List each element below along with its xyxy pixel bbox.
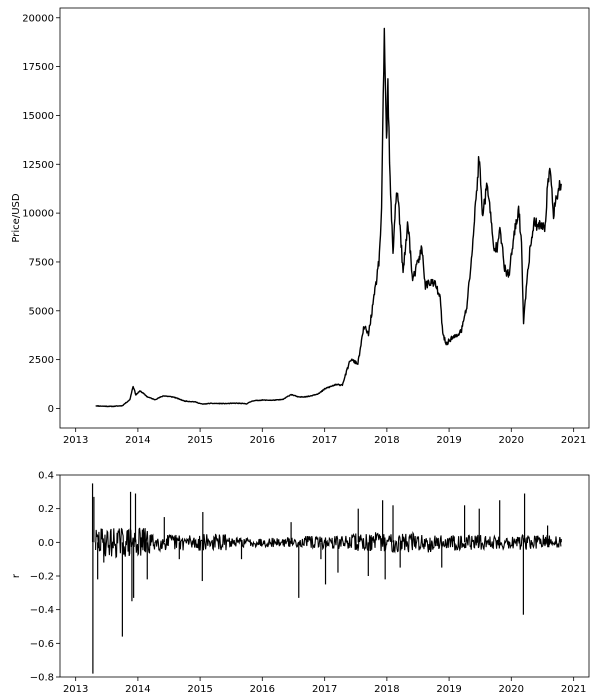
y-tick-label: 0 xyxy=(48,404,54,415)
plot-frame xyxy=(59,7,590,429)
y-tick-label: 12500 xyxy=(22,160,54,171)
x-tick-label: 2015 xyxy=(187,684,212,693)
x-tick-label: 2016 xyxy=(250,435,275,446)
returns-series-band xyxy=(95,527,562,559)
returns-chart: 0.4 0.2 0.0 −0.2 −0.4 −0.6 −0.8 2013 2014 2015 201… xyxy=(11,471,590,693)
x-tick-label: 2021 xyxy=(561,435,586,446)
x-tick-label: 2021 xyxy=(561,684,586,693)
y-tick-label: 15000 xyxy=(22,111,54,122)
x-tick-label: 2013 xyxy=(63,435,88,446)
y-axis-label: r xyxy=(11,573,22,578)
y-tick-label: 0.0 xyxy=(38,538,54,549)
x-tick-label: 2019 xyxy=(436,435,461,446)
x-tick-label: 2015 xyxy=(187,435,212,446)
y-axis-label: Price/USD xyxy=(11,193,22,242)
y-tick-label: −0.6 xyxy=(30,639,54,650)
x-tick-label: 2020 xyxy=(499,684,524,693)
x-tick-label: 2013 xyxy=(63,684,88,693)
y-tick-label: 17500 xyxy=(22,62,54,73)
x-tick-label: 2018 xyxy=(374,435,399,446)
price-series-line xyxy=(95,27,562,408)
x-tick-label: 2019 xyxy=(436,684,461,693)
y-tick-label: −0.2 xyxy=(30,572,54,583)
y-tick-label: 20000 xyxy=(22,13,54,24)
x-tick-label: 2017 xyxy=(312,684,337,693)
plot-frame xyxy=(59,474,590,678)
y-tick-label: 5000 xyxy=(29,306,54,317)
x-tick-label: 2017 xyxy=(312,435,337,446)
y-tick-label: −0.4 xyxy=(30,605,54,616)
y-tick-label: 0.4 xyxy=(38,471,54,482)
y-tick-label: 2500 xyxy=(29,355,54,366)
y-tick-label: −0.8 xyxy=(30,673,54,684)
x-tick-label: 2020 xyxy=(499,435,524,446)
price-chart: 0 2500 5000 7500 10000 12500 15000 17500 20000 20… xyxy=(11,7,590,446)
x-tick-label: 2018 xyxy=(374,684,399,693)
y-tick-label: 10000 xyxy=(22,209,54,220)
y-tick-label: 0.2 xyxy=(38,504,54,515)
x-tick-label: 2014 xyxy=(125,684,150,693)
x-tick-label: 2014 xyxy=(125,435,150,446)
y-tick-label: 7500 xyxy=(29,257,54,268)
x-tick-label: 2016 xyxy=(250,684,275,693)
